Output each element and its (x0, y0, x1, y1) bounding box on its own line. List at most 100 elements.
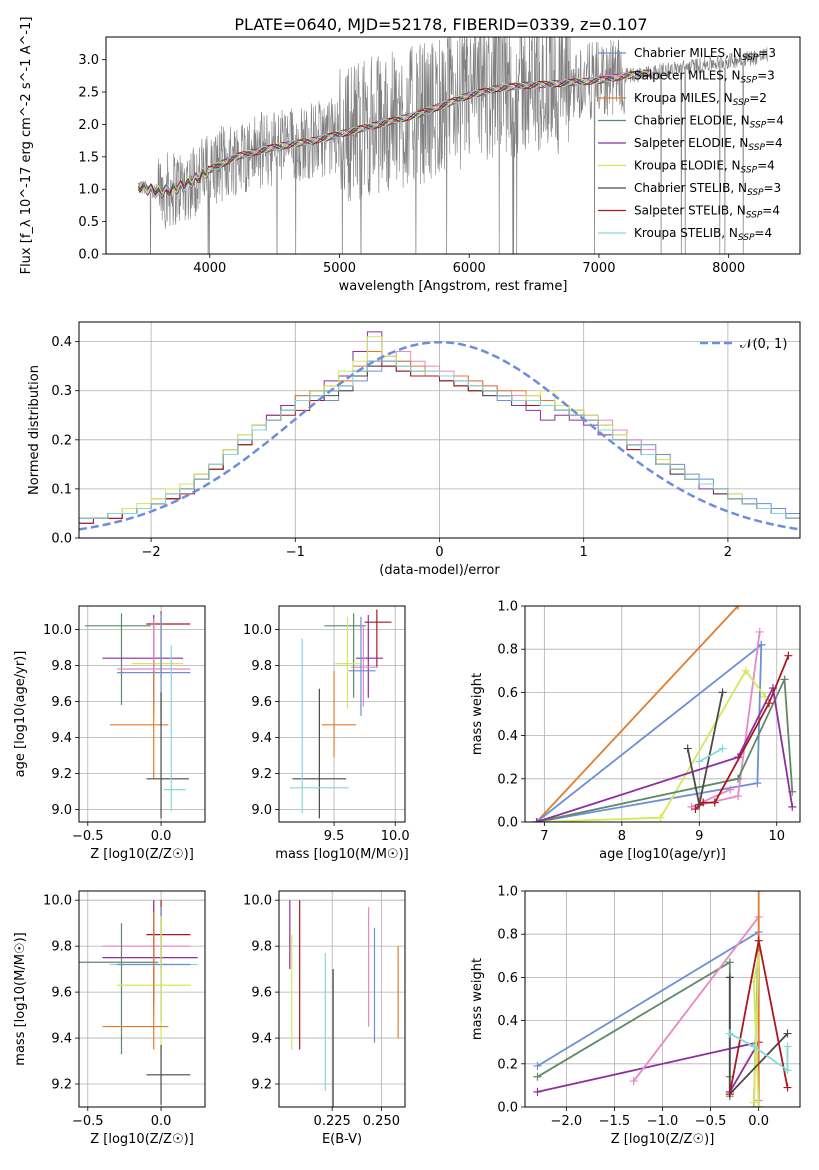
x-tick-label: −0.5 (72, 1114, 104, 1129)
y-tick-label: 0.4 (51, 335, 72, 350)
weight-marker-chabrier-elodie (533, 1072, 542, 1081)
legend-label-chabrier-elodie: Chabrier ELODIE, NSSP=4 (634, 114, 784, 131)
x-axis-label: wavelength [Angstrom, rest frame] (339, 279, 568, 294)
weight-marker-salpeter-stelib (784, 651, 793, 660)
y-tick-label: 0.2 (51, 433, 72, 448)
panel-mass_vs_z: −0.5 0.0 9.2 9.4 9.6 9.8 10.0 Z [log10(Z/Z☉)] ma… (13, 890, 206, 1147)
y-axis-label: mass [log10(M/M☉)] (13, 932, 28, 1065)
legend-label-kroupa-stelib: Kroupa STELIB, NSSP=4 (634, 226, 772, 243)
weight-line-kroupa-elodie (536, 669, 766, 822)
weight-marker-kroupa-elodie (749, 1098, 758, 1107)
y-axis-label: mass weight (470, 673, 485, 755)
y-tick-label: 0.0 (78, 248, 99, 263)
legend-subscript: SSP (746, 211, 763, 221)
weight-marker-salpeter-miles (726, 785, 735, 794)
legend-label-kroupa-miles: Kroupa MILES, NSSP=2 (634, 91, 767, 108)
panels: 4000 5000 6000 7000 8000 0.0 0.5 1.0 1.5 2.0 2.5 3.… (13, 17, 801, 1147)
weight-marker-kroupa-stelib (725, 1029, 734, 1038)
y-tick-label: 9.8 (51, 659, 72, 674)
weight-marker-salpeter-elodie (532, 818, 541, 822)
model-spectrum-salpeter-stelib (138, 71, 651, 199)
y-tick-label: 0.4 (497, 1014, 518, 1029)
legend-value: =3 (758, 46, 776, 60)
y-tick-label: 0.0 (51, 532, 72, 547)
weight-marker-salpeter-stelib (765, 699, 774, 708)
x-tick-label: 0.250 (363, 1114, 400, 1129)
x-tick-label: 2 (724, 545, 732, 560)
legend-label-chabrier-stelib: Chabrier STELIB, NSSP=3 (634, 181, 781, 198)
weight-marker-kroupa-stelib (749, 1042, 758, 1051)
weight-marker-chabrier-elodie (734, 774, 743, 783)
x-axis-label: mass [log10(M/M☉)] (275, 847, 408, 862)
y-tick-label: 2.0 (78, 118, 99, 133)
y-tick-label: 10.0 (43, 623, 72, 638)
weight-marker-salpeter-elodie (533, 1087, 542, 1096)
x-tick-label: 9.5 (324, 829, 345, 844)
legend-subscript: SSP (747, 188, 764, 198)
weight-marker-chabrier-elodie (780, 675, 789, 684)
weight-marker-salpeter-miles (687, 802, 696, 811)
y-tick-label: 9.6 (251, 986, 272, 1001)
y-tick-label: 0.2 (497, 772, 518, 787)
y-tick-label: 9.6 (251, 695, 272, 710)
weight-marker-kroupa-elodie (741, 666, 750, 675)
model-spectrum-salpeter-elodie (137, 69, 651, 197)
x-tick-label: −1.0 (647, 1114, 679, 1129)
axes-frame (278, 890, 406, 1108)
x-axis-label: Z [log10(Z/Z☉)] (611, 1132, 715, 1147)
weight-line-salpeter-elodie (536, 685, 794, 822)
panel-residuals: −2 −1 0 1 2 0.0 0.1 0.2 0.3 0.4 (data-model)/error… (27, 321, 801, 578)
x-tick-label: 0.0 (151, 1114, 172, 1129)
axes-frame (78, 605, 206, 823)
panel-mass_vs_ebv: 0.225 0.250 9.2 9.4 9.6 9.8 10.0 E(B-V) (243, 890, 406, 1147)
plot-area (79, 322, 800, 538)
panel-age_vs_z: −0.5 0.0 9.0 9.2 9.4 9.6 9.8 10.0 Z [log10(Z/Z☉)… (13, 605, 206, 862)
y-tick-label: 1.0 (78, 183, 99, 198)
legend-label-salpeter-elodie: Salpeter ELODIE, NSSP=4 (634, 136, 783, 153)
axes-frame (524, 605, 801, 823)
weight-marker-kroupa-stelib (783, 1042, 792, 1051)
weight-marker-kroupa-elodie (754, 1103, 763, 1107)
x-axis-label: (data-model)/error (379, 563, 500, 578)
model-spectrum-kroupa-stelib (138, 70, 651, 199)
y-axis-label: age [log10(age/yr)] (13, 651, 28, 778)
x-axis-label: Z [log10(Z/Z☉)] (90, 847, 194, 862)
y-tick-label: 0.3 (51, 384, 72, 399)
y-tick-label: 1.5 (78, 150, 99, 165)
weight-marker-salpeter-stelib (710, 798, 719, 807)
y-tick-label: 0.2 (497, 1057, 518, 1072)
x-tick-label: 10 (768, 829, 785, 844)
histogram-kroupa-stelib (79, 360, 800, 519)
weight-line-kroupa-miles (535, 606, 739, 822)
x-tick-label: −1.5 (599, 1114, 631, 1129)
plot-area (79, 891, 205, 1107)
legend-subscript: SSP (741, 76, 758, 86)
weight-line-chabrier-miles (537, 930, 760, 1107)
weight-line-salpeter-elodie (537, 1040, 761, 1093)
y-axis-label: mass weight (470, 958, 485, 1040)
legend-value: =3 (764, 181, 782, 195)
weight-marker-kroupa-elodie (656, 813, 665, 822)
y-tick-label: 0.8 (497, 643, 518, 658)
normal-distribution-curve (79, 340, 800, 531)
plot-area (279, 606, 405, 822)
weight-marker-salpeter-miles (734, 792, 743, 801)
y-tick-label: 9.8 (251, 659, 272, 674)
x-tick-label: 0 (435, 545, 443, 560)
weight-marker-chabrier-miles (533, 1061, 542, 1070)
y-tick-label: 9.2 (51, 767, 72, 782)
weight-marker-kroupa-miles (734, 606, 743, 610)
plot-area (279, 891, 405, 1107)
weight-marker-kroupa-stelib (695, 757, 704, 766)
legend-value: =4 (766, 114, 784, 128)
weight-marker-salpeter-stelib (754, 936, 763, 945)
legend-label-salpeter-stelib: Salpeter STELIB, NSSP=4 (634, 204, 780, 221)
weight-marker-salpeter-stelib (699, 798, 708, 807)
y-tick-label: 0.1 (51, 482, 72, 497)
y-tick-label: 10.0 (243, 894, 272, 909)
y-tick-label: 9.6 (51, 695, 72, 710)
x-tick-label: −2.0 (551, 1114, 583, 1129)
axes-frame (524, 890, 801, 1108)
model-spectrum-chabrier-stelib (138, 70, 651, 197)
